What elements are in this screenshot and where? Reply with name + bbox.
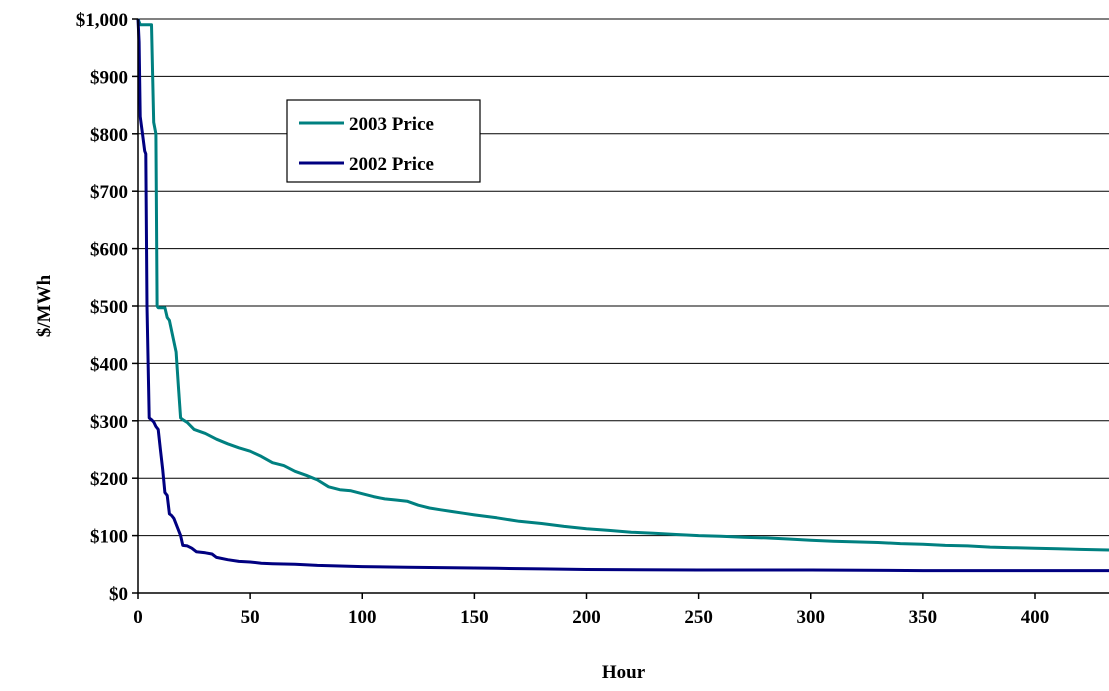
y-tick-label: $900: [90, 67, 128, 88]
x-tick-labels: 0 50 100 150 200 250 300 350 400: [133, 593, 1049, 628]
series-lines: [136, 18, 1109, 573]
x-tick-label: 350: [909, 607, 938, 628]
x-tick-label: 200: [572, 607, 601, 628]
y-tick-label: $700: [90, 182, 128, 203]
y-tick-labels: $0 $100 $200 $300 $400 $500 $600 $700 $800 $900 $1…: [76, 10, 138, 605]
legend-box: [286, 99, 481, 183]
y-axis-title: $/MWh: [34, 274, 55, 337]
y-tick-label: $300: [90, 412, 128, 433]
legend-label: 2003 Price: [349, 114, 434, 135]
y-tick-label: $0: [109, 584, 128, 605]
series-line-2002-price: [136, 18, 1109, 573]
legend: 2003 Price 2002 Price: [286, 99, 481, 183]
y-tick-label: $200: [90, 469, 128, 490]
x-tick-label: 250: [684, 607, 713, 628]
x-tick-label: 300: [796, 607, 825, 628]
y-tick-label: $400: [90, 354, 128, 375]
gridlines: [138, 18, 1109, 537]
y-tick-label: $800: [90, 125, 128, 146]
series-line-2003-price: [136, 18, 1109, 552]
y-tick-label: $500: [90, 297, 128, 318]
y-tick-label: $100: [90, 527, 128, 548]
x-tick-label: 400: [1021, 607, 1050, 628]
x-tick-label: 100: [348, 607, 377, 628]
x-tick-label: 0: [133, 607, 143, 628]
x-tick-label: 150: [460, 607, 489, 628]
x-axis-title: Hour: [602, 662, 646, 683]
y-tick-label: $600: [90, 240, 128, 261]
legend-label: 2002 Price: [349, 154, 434, 175]
y-tick-label: $1,000: [76, 10, 128, 31]
x-tick-label: 50: [241, 607, 260, 628]
